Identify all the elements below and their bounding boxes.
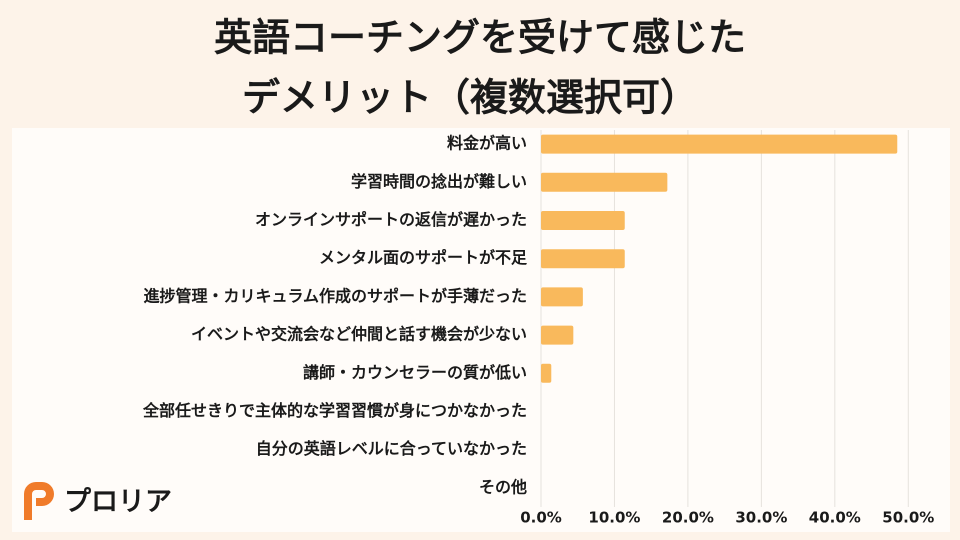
y-tick-label: 料金が高い <box>447 134 527 153</box>
bar <box>541 325 574 345</box>
x-tick-label: 20.0% <box>662 509 714 527</box>
y-tick-label: 学習時間の捻出が難しい <box>351 172 527 191</box>
y-tick-label: 進捗管理・カリキュラム作成のサポートが手薄だった <box>143 286 527 305</box>
bar <box>541 363 552 383</box>
x-tick-label: 50.0% <box>882 509 934 527</box>
bar <box>541 211 625 230</box>
y-tick-label: 自分の英語レベルに合っていなかった <box>256 439 527 458</box>
chart-title: デメリット（複数選択可） <box>242 76 698 120</box>
bar <box>541 172 668 192</box>
chart-title: 英語コーチングを受けて感じた <box>214 16 746 60</box>
logo-icon <box>24 482 54 520</box>
x-tick-label: 40.0% <box>809 509 861 527</box>
x-tick-label: 0.0% <box>520 509 562 527</box>
y-tick-label: オンラインサポートの返信が遅かった <box>255 210 527 229</box>
y-tick-label: メンタル面のサポートが不足 <box>319 248 528 267</box>
plot-panel <box>12 128 950 532</box>
x-tick-label: 10.0% <box>588 509 640 527</box>
y-tick-label: その他 <box>479 477 527 496</box>
x-tick-label: 30.0% <box>735 509 787 527</box>
y-tick-label: イベントや交流会など仲間と話す機会が少ない <box>191 325 527 344</box>
bar <box>541 134 898 154</box>
bar <box>541 249 625 269</box>
bar <box>541 287 583 307</box>
y-tick-label: 全部任せきりで主体的な学習習慣が身につかなかった <box>142 401 527 420</box>
logo-text: プロリア <box>64 487 172 518</box>
logo: プロリア <box>24 482 172 520</box>
y-tick-label: 講師・カウンセラーの質が低い <box>303 363 527 382</box>
